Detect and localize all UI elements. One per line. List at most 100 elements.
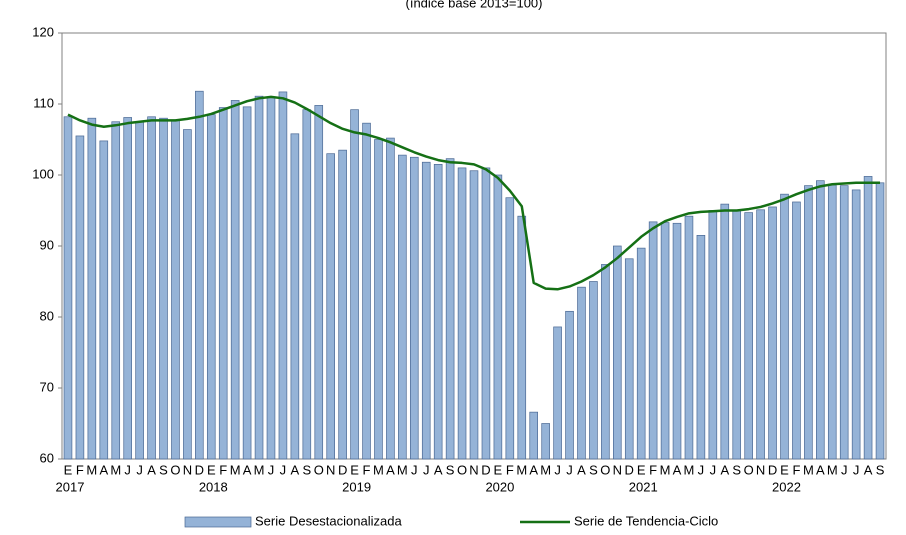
x-tick-label: J (423, 462, 430, 477)
year-label: 2021 (629, 479, 658, 494)
bar (684, 215, 694, 460)
year-label: 2022 (772, 479, 801, 494)
x-tick-label: J (698, 462, 705, 477)
x-tick-label: M (86, 462, 97, 477)
y-tick-label: 80 (40, 308, 54, 323)
x-tick-label: S (302, 462, 311, 477)
bar (529, 411, 539, 460)
bar (732, 210, 742, 460)
bar (254, 95, 264, 460)
bar (839, 185, 849, 460)
y-tick-label: 110 (33, 95, 54, 110)
x-tick-label: E (207, 462, 216, 477)
bar (362, 122, 371, 460)
x-tick-label: J (853, 462, 860, 477)
bar (624, 258, 634, 460)
bar (230, 100, 240, 460)
bar (827, 184, 837, 460)
bar (636, 247, 646, 460)
x-tick-label: J (841, 462, 848, 477)
bar (242, 106, 252, 460)
x-tick-label: J (710, 462, 717, 477)
x-tick-label: M (254, 462, 265, 477)
x-tick-label: S (159, 462, 168, 477)
bar (326, 153, 335, 460)
bar (613, 245, 622, 460)
bar (517, 215, 527, 460)
bar (445, 158, 455, 460)
bar (218, 107, 228, 460)
bar (648, 221, 658, 460)
x-tick-label: N (326, 462, 335, 477)
x-tick-label: A (386, 462, 395, 477)
x-tick-label: A (720, 462, 729, 477)
x-tick-label: F (506, 462, 514, 477)
x-tick-label: N (469, 462, 478, 477)
bar (374, 139, 383, 460)
bar (660, 222, 670, 460)
x-tick-label: E (494, 462, 503, 477)
bar (804, 185, 813, 460)
x-tick-label: O (744, 462, 754, 477)
bar (577, 286, 586, 460)
x-tick-label: J (136, 462, 143, 477)
x-tick-label: M (397, 462, 408, 477)
x-tick-label: O (457, 462, 467, 477)
x-tick-label: A (99, 462, 108, 477)
legend-swatch (184, 516, 252, 528)
x-tick-label: D (768, 462, 777, 477)
year-label: 2018 (199, 479, 228, 494)
chart-subtitle: (índice base 2013=100) (406, 0, 543, 10)
y-tick-label: 100 (32, 166, 54, 181)
x-tick-label: M (230, 462, 241, 477)
x-tick-label: A (291, 462, 300, 477)
bar (457, 167, 467, 460)
x-tick-label: M (684, 462, 695, 477)
x-tick-label: J (411, 462, 418, 477)
x-tick-label: D (195, 462, 204, 477)
x-tick-label: A (529, 462, 538, 477)
bar (99, 140, 109, 460)
bar (768, 206, 777, 460)
x-tick-label: O (170, 462, 180, 477)
x-tick-label: A (434, 462, 443, 477)
x-tick-label: M (540, 462, 551, 477)
bar (195, 90, 204, 460)
x-tick-label: J (280, 462, 287, 477)
bar (744, 212, 753, 460)
bar (75, 135, 85, 460)
x-tick-label: N (756, 462, 765, 477)
bar (278, 91, 288, 460)
bar (350, 109, 359, 460)
bar (409, 156, 419, 460)
x-tick-label: M (516, 462, 527, 477)
x-tick-label: A (864, 462, 873, 477)
bar (720, 203, 730, 460)
x-tick-label: M (110, 462, 121, 477)
bar (290, 133, 300, 460)
bar (338, 149, 347, 460)
bar (87, 117, 97, 460)
x-tick-label: E (780, 462, 789, 477)
bar (875, 182, 885, 460)
bar (123, 117, 132, 460)
bar (589, 281, 598, 460)
x-tick-label: E (350, 462, 359, 477)
bar (147, 116, 156, 460)
bar (421, 161, 431, 460)
legend-label: Serie de Tendencia-Ciclo (574, 513, 718, 528)
x-tick-label: S (732, 462, 741, 477)
x-tick-label: M (827, 462, 838, 477)
bar (433, 164, 443, 460)
x-tick-label: A (243, 462, 252, 477)
bar (63, 116, 73, 460)
bar (541, 423, 550, 460)
x-tick-label: O (314, 462, 324, 477)
x-tick-label: D (625, 462, 634, 477)
x-tick-label: M (660, 462, 671, 477)
bar (183, 129, 192, 460)
x-tick-label: A (673, 462, 682, 477)
x-tick-label: A (816, 462, 825, 477)
